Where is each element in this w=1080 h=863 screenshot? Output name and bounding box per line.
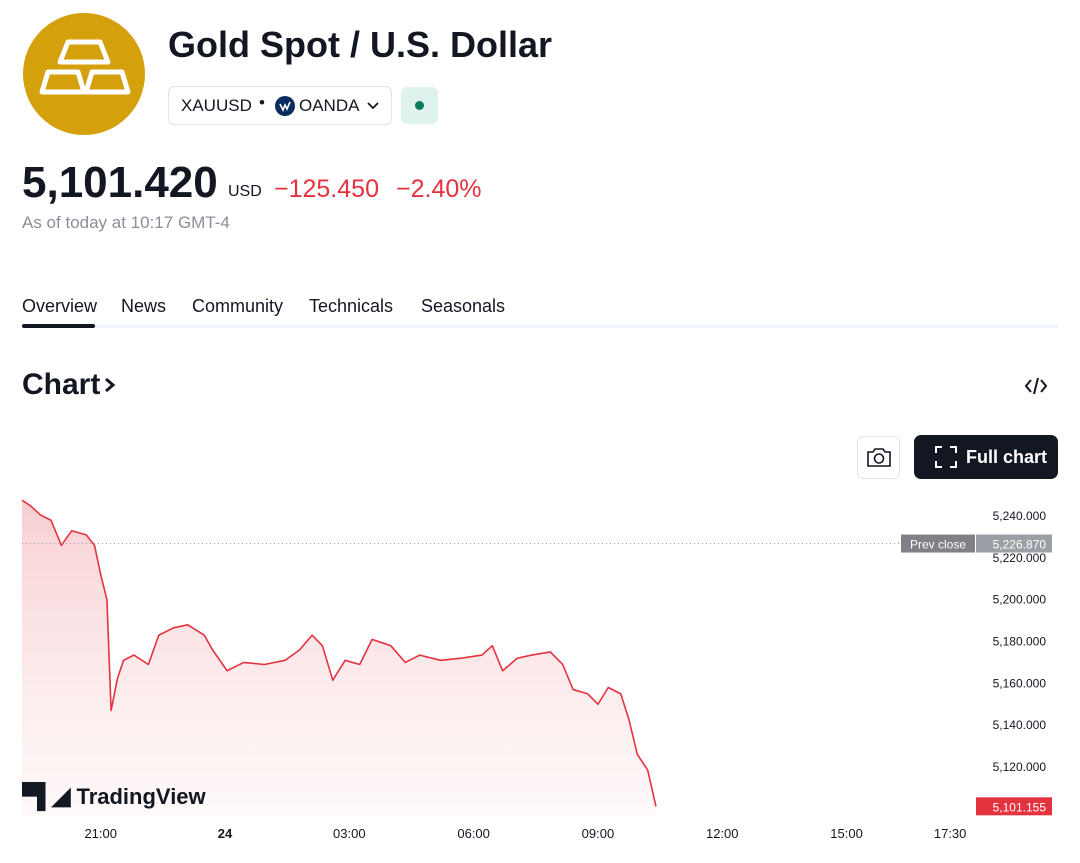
embed-icon[interactable] (1024, 375, 1048, 397)
chevron (367, 102, 379, 110)
change-percent: −2.40% (396, 175, 482, 203)
y-tick-label: 5,160.000 (993, 676, 1047, 690)
timestamp: As of today at 10:17 GMT-4 (22, 213, 230, 232)
currency: USD (228, 183, 262, 200)
tab[interactable]: Technicals (309, 296, 394, 316)
last-price-label: 5,101.155 (993, 800, 1047, 814)
y-tick-label: 5,120.000 (993, 760, 1047, 774)
exchange: OANDA (299, 96, 360, 115)
tab[interactable]: News (121, 296, 167, 316)
status-dot (415, 101, 424, 110)
snapshot-button[interactable] (857, 436, 900, 479)
x-tick-label: 06:00 (457, 826, 490, 841)
price: 5,101.420 (22, 158, 218, 207)
watermark-logo: ▀▌◢ (22, 783, 70, 810)
tab-track (22, 325, 1058, 328)
x-tick-label: 24 (218, 826, 233, 841)
y-tick-label: 5,140.000 (993, 718, 1047, 732)
fullscreen-icon (935, 446, 957, 468)
x-tick-label: 21:00 (84, 826, 117, 841)
symbol: XAUUSD (181, 96, 252, 115)
prev-close-tag (901, 534, 975, 553)
button-label: Full chart (966, 447, 1048, 467)
prev-close-value: 5,226.870 (993, 538, 1047, 552)
prev-close-value-tag (976, 534, 1052, 553)
x-tick-label: 09:00 (582, 826, 615, 841)
x-tick-label: 03:00 (333, 826, 366, 841)
market-status[interactable] (401, 87, 438, 124)
chart: 5,120.000 5,140.000 5,160.000 5,180.000 5,20… (21, 499, 1052, 841)
full-chart-button[interactable]: Full chart (914, 435, 1058, 479)
x-tick-label: 15:00 (830, 826, 863, 841)
title: Gold Spot / U.S. Dollar (168, 24, 553, 65)
watermark-text: TradingView (76, 784, 206, 809)
last-price-tag (976, 797, 1052, 816)
section-title[interactable]: Chart (22, 368, 117, 402)
exchange-icon (275, 96, 295, 116)
tab[interactable]: Community (192, 296, 284, 316)
section-title-text: Chart (22, 368, 101, 401)
y-tick-label: 5,180.000 (993, 635, 1047, 649)
prev-close-name: Prev close (910, 538, 966, 552)
watermark: ▀▌◢ TradingView (22, 782, 206, 811)
tab[interactable]: Overview (22, 296, 98, 316)
y-tick-label: 5,240.000 (993, 509, 1047, 523)
area (22, 500, 656, 815)
tab[interactable]: Seasonals (421, 296, 506, 316)
tab-indicator (22, 324, 95, 328)
gold-icon (23, 13, 145, 135)
change: −125.450 (274, 175, 379, 203)
separator: • (259, 93, 265, 112)
y-tick-label: 5,220.000 (993, 551, 1047, 565)
camera-icon (867, 448, 891, 467)
chevron (105, 377, 116, 393)
x-tick-label: 17:30 (934, 826, 967, 841)
price-line (21, 499, 657, 807)
symbol-selector[interactable]: XAUUSD • OANDA (168, 86, 392, 125)
x-tick-label: 12:00 (706, 826, 739, 841)
y-tick-label: 5,200.000 (993, 593, 1047, 607)
